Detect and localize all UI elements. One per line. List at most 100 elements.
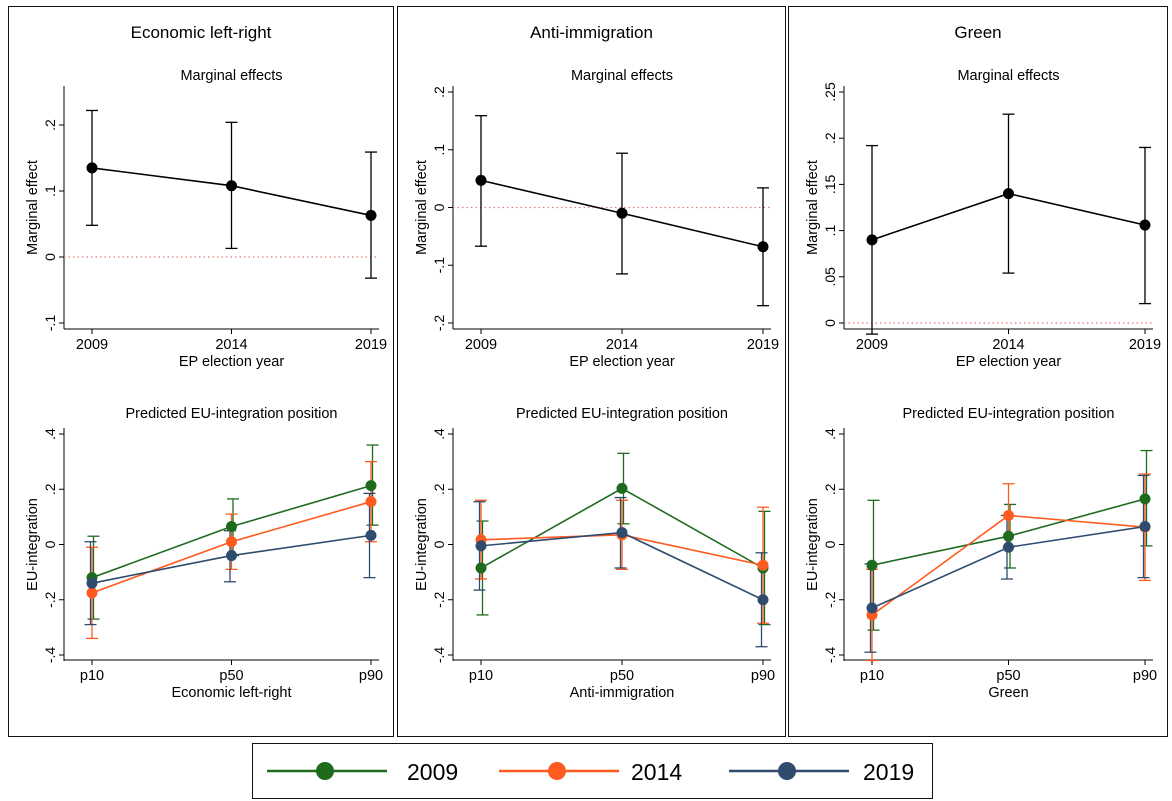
series-point-2014-p90 — [757, 559, 769, 571]
y-tick-label: -.2 — [822, 591, 838, 608]
marginal-point-2009 — [866, 234, 878, 246]
series-point-2019-p50 — [1003, 541, 1014, 553]
legend-swatch-2019 — [729, 762, 849, 780]
y-axis-label: Marginal effect — [25, 160, 41, 255]
chart-subtitle: Marginal effects — [571, 68, 673, 84]
predicted-position-chart-anti-immigration: Predicted EU-integration position -.4 -.2 0… — [414, 406, 775, 701]
y-tick-label: .4 — [431, 428, 447, 440]
y-tick-label: -.2 — [431, 591, 447, 608]
x-axis-label: EP election year — [956, 354, 1061, 370]
y-tick-label: -.4 — [42, 647, 58, 664]
x-axis-label: Anti-immigration — [570, 685, 675, 701]
y-tick-label: .2 — [431, 86, 447, 98]
marginal-effects-chart-anti-immigration: Marginal effects -.2 -.1 0 .1 .2 2009 2014 2019 E… — [414, 68, 779, 370]
y-tick-label: .2 — [42, 483, 58, 495]
predicted-position-chart-green: Predicted EU-integration position -.4 -.2 0… — [805, 406, 1157, 701]
y-tick-label: -.4 — [431, 647, 447, 664]
panel-title: Anti-immigration — [530, 23, 653, 42]
panel-title: Economic left-right — [130, 23, 272, 42]
x-axis-label: EP election year — [179, 354, 284, 370]
panel-economic-left-right: Economic left-right Marginal effects -.1 0… — [8, 6, 394, 737]
marginal-point-2019 — [1139, 219, 1151, 231]
series-point-2019-p10 — [475, 540, 487, 552]
y-axis-label: EU-integration — [805, 498, 821, 591]
series-point-2009-p10 — [475, 562, 487, 574]
x-tick-label: p50 — [610, 668, 634, 684]
x-tick-label: 2019 — [747, 337, 779, 353]
series-point-2009-p90 — [365, 480, 377, 492]
y-tick-label: -.1 — [42, 315, 58, 332]
marginal-point-2009 — [86, 162, 98, 174]
x-tick-label: 2009 — [465, 337, 497, 353]
series-point-2009-p50 — [616, 482, 628, 494]
y-tick-label: -.2 — [431, 315, 447, 332]
y-tick-label: 0 — [431, 203, 447, 211]
x-tick-label: p90 — [751, 668, 775, 684]
y-tick-label: .1 — [431, 144, 447, 156]
legend-label-2014: 2014 — [631, 759, 683, 785]
series-point-2019-p50 — [616, 527, 628, 539]
x-tick-label: p90 — [1133, 668, 1157, 684]
series-point-2019-p90 — [365, 529, 377, 541]
x-tick-label: 2014 — [215, 337, 247, 353]
y-axis-label: Marginal effect — [414, 160, 430, 255]
marginal-point-2014 — [616, 207, 628, 219]
series-point-2009-p50 — [226, 521, 237, 533]
marginal-point-2009 — [475, 174, 487, 186]
marginal-point-2019 — [757, 241, 769, 253]
y-tick-label: -.2 — [42, 591, 58, 608]
y-axis-label: Marginal effect — [805, 160, 821, 255]
y-tick-label: .2 — [822, 483, 838, 495]
y-tick-label: -.1 — [431, 257, 447, 274]
x-axis-label: Green — [988, 685, 1028, 701]
y-tick-label: .25 — [822, 82, 838, 102]
chart-subtitle: Predicted EU-integration position — [903, 406, 1115, 422]
x-tick-label: 2009 — [76, 337, 108, 353]
chart-subtitle: Predicted EU-integration position — [126, 406, 338, 422]
series-point-2014-p90 — [365, 496, 377, 508]
x-tick-label: 2019 — [355, 337, 387, 353]
y-tick-label: .2 — [431, 483, 447, 495]
legend-swatch-2009 — [267, 762, 387, 780]
marginal-effects-chart-green: Marginal effects 0 .05 .1 .15 .2 .25 2009 2014 20… — [805, 68, 1161, 370]
series-point-2014-p50 — [1003, 509, 1014, 521]
predicted-position-chart-economic: Predicted EU-integration position -.4 -.2 0… — [25, 406, 383, 701]
y-tick-label: .4 — [42, 428, 58, 440]
x-tick-label: 2009 — [856, 337, 888, 353]
chart-subtitle: Marginal effects — [957, 68, 1059, 84]
legend-label-2019: 2019 — [863, 759, 915, 785]
panel-green: Green Marginal effects 0 .05 .1 .15 .2 .25 2009… — [788, 6, 1168, 737]
x-axis-label: EP election year — [569, 354, 674, 370]
y-tick-label: .4 — [822, 428, 838, 440]
y-tick-label: 0 — [822, 319, 838, 327]
marginal-point-2019 — [365, 209, 377, 221]
y-tick-label: .2 — [822, 132, 838, 144]
y-tick-label: .05 — [822, 267, 838, 287]
x-tick-label: 2014 — [992, 337, 1024, 353]
series-point-2019-p10 — [86, 577, 98, 589]
x-tick-label: p50 — [219, 668, 243, 684]
panel-anti-immigration: Anti-immigration Marginal effects -.2 -.1 0… — [397, 6, 786, 737]
y-tick-label: .2 — [42, 119, 58, 131]
x-tick-label: 2019 — [1129, 337, 1161, 353]
marginal-effects-chart-economic: Marginal effects -.1 0 .1 .2 2009 2014 2019 EP e… — [25, 68, 387, 370]
x-tick-label: p10 — [860, 668, 884, 684]
y-axis-label: EU-integration — [25, 498, 41, 591]
x-tick-label: p90 — [359, 668, 383, 684]
x-tick-label: p50 — [996, 668, 1020, 684]
x-axis-label: Economic left-right — [171, 685, 291, 701]
y-tick-label: 0 — [42, 253, 58, 261]
series-point-2009-p10 — [866, 559, 878, 571]
legend-swatch-2014 — [499, 762, 619, 780]
x-tick-label: 2014 — [606, 337, 638, 353]
y-tick-label: 0 — [822, 540, 838, 548]
series-point-2019-p10 — [866, 602, 878, 614]
marginal-point-2014 — [226, 180, 237, 192]
y-tick-label: .15 — [822, 174, 838, 194]
series-point-2009-p50 — [1003, 530, 1014, 542]
x-tick-label: p10 — [80, 668, 104, 684]
series-point-2014-p50 — [226, 536, 237, 548]
marginal-point-2014 — [1003, 188, 1014, 200]
y-tick-label: .1 — [822, 225, 838, 237]
legend: 2009 2014 2019 — [252, 743, 933, 799]
